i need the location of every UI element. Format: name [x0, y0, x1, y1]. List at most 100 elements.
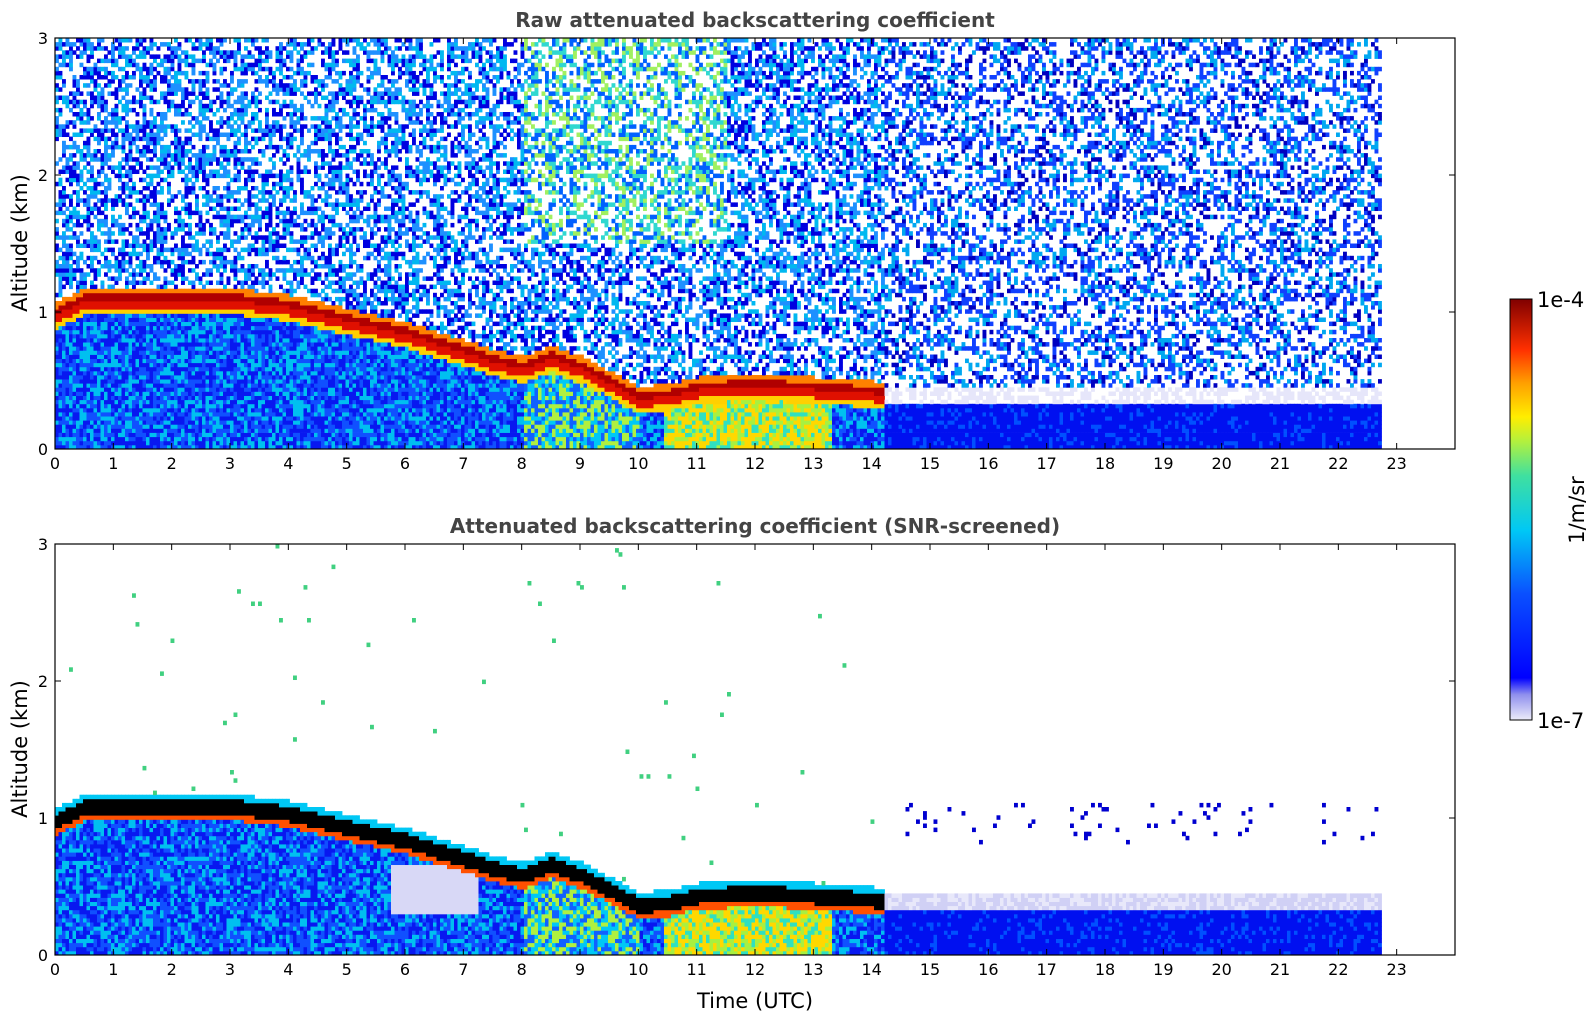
- heatmap-cell: [83, 67, 87, 72]
- heatmap-cell: [76, 355, 80, 360]
- heatmap-cell: [213, 54, 217, 59]
- heatmap-cell: [104, 46, 108, 51]
- heatmap-cell: [146, 371, 150, 376]
- heatmap-cell: [118, 322, 122, 327]
- heatmap-cell: [157, 260, 161, 265]
- heatmap-cell: [87, 383, 91, 388]
- heatmap-cell: [234, 157, 238, 162]
- heatmap-cell: [146, 309, 150, 314]
- heatmap-cell: [73, 124, 77, 129]
- heatmap-cell: [136, 387, 140, 392]
- heatmap-cell: [83, 387, 87, 392]
- heatmap-cell: [178, 67, 182, 72]
- heatmap-cell: [195, 396, 199, 401]
- heatmap-cell: [66, 437, 70, 442]
- heatmap-cell: [66, 272, 70, 277]
- heatmap-cell: [227, 96, 231, 101]
- heatmap-cell: [132, 252, 136, 257]
- heatmap-cell: [195, 301, 199, 306]
- heatmap-cell: [167, 387, 171, 392]
- heatmap-cell: [251, 186, 255, 191]
- heatmap-cell: [258, 396, 262, 401]
- heatmap-cell: [262, 268, 266, 273]
- heatmap-cell: [234, 371, 238, 376]
- heatmap-cell: [216, 330, 220, 335]
- heatmap-cell: [181, 338, 185, 343]
- heatmap-cell: [174, 346, 178, 351]
- heatmap-cell: [125, 54, 129, 59]
- heatmap-cell: [76, 428, 80, 433]
- heatmap-cell: [181, 350, 185, 355]
- heatmap-cell: [185, 91, 189, 96]
- heatmap-cell: [146, 359, 150, 364]
- heatmap-cell: [143, 363, 147, 368]
- heatmap-cell: [167, 202, 171, 207]
- heatmap-cell: [227, 137, 231, 142]
- heatmap-cell: [76, 46, 80, 51]
- heatmap-cell: [220, 408, 224, 413]
- heatmap-cell: [143, 170, 147, 175]
- heatmap-cell: [223, 301, 227, 306]
- heatmap-cell: [223, 248, 227, 253]
- heatmap-cell: [230, 128, 234, 133]
- heatmap-cell: [185, 137, 189, 142]
- heatmap-cell: [178, 59, 182, 64]
- heatmap-cell: [132, 367, 136, 372]
- heatmap-cell: [248, 67, 252, 72]
- heatmap-cell: [290, 165, 294, 170]
- heatmap-cell: [139, 342, 143, 347]
- heatmap-cell: [76, 367, 80, 372]
- heatmap-cell: [213, 383, 217, 388]
- heatmap-cell: [76, 79, 80, 84]
- heatmap-cell: [258, 301, 262, 306]
- heatmap-cell: [237, 387, 241, 392]
- heatmap-cell: [244, 46, 248, 51]
- heatmap-cell: [265, 120, 269, 125]
- heatmap-cell: [115, 108, 119, 113]
- heatmap-cell: [108, 289, 112, 294]
- heatmap-cell: [223, 215, 227, 220]
- heatmap-cell: [265, 309, 269, 314]
- heatmap-cell: [125, 276, 129, 281]
- heatmap-cell: [143, 433, 147, 438]
- heatmap-cell: [157, 297, 161, 302]
- heatmap-cell: [139, 178, 143, 183]
- heatmap-cell: [87, 161, 91, 166]
- heatmap-cell: [66, 207, 70, 212]
- heatmap-cell: [125, 108, 129, 113]
- heatmap-cell: [143, 75, 147, 80]
- heatmap-cell: [279, 322, 283, 327]
- heatmap-cell: [94, 412, 98, 417]
- heatmap-cell: [223, 149, 227, 154]
- heatmap-cell: [143, 322, 147, 327]
- heatmap-cell: [115, 346, 119, 351]
- heatmap-cell: [188, 244, 192, 249]
- heatmap-cell: [150, 404, 154, 409]
- heatmap-cell: [199, 392, 203, 397]
- heatmap-cell: [178, 289, 182, 294]
- heatmap-cell: [111, 375, 115, 380]
- heatmap-cell: [73, 120, 77, 125]
- heatmap-cell: [265, 272, 269, 277]
- heatmap-cell: [255, 63, 259, 68]
- heatmap-cell: [83, 416, 87, 421]
- heatmap-cell: [104, 215, 108, 220]
- heatmap-cell: [59, 371, 63, 376]
- heatmap-cell: [143, 244, 147, 249]
- heatmap-cell: [171, 371, 175, 376]
- heatmap-cell: [286, 104, 290, 109]
- heatmap-cell: [73, 79, 77, 84]
- heatmap-cell: [97, 100, 101, 105]
- heatmap-cell: [293, 412, 297, 417]
- heatmap-cell: [192, 412, 196, 417]
- heatmap-cell: [125, 153, 129, 158]
- heatmap-cell: [59, 433, 63, 438]
- heatmap-cell: [90, 330, 94, 335]
- heatmap-cell: [80, 408, 84, 413]
- heatmap-cell: [241, 149, 245, 154]
- heatmap-cell: [143, 392, 147, 397]
- heatmap-cell: [276, 124, 280, 129]
- heatmap-cell: [97, 223, 101, 228]
- heatmap-cell: [202, 149, 206, 154]
- heatmap-cell: [216, 289, 220, 294]
